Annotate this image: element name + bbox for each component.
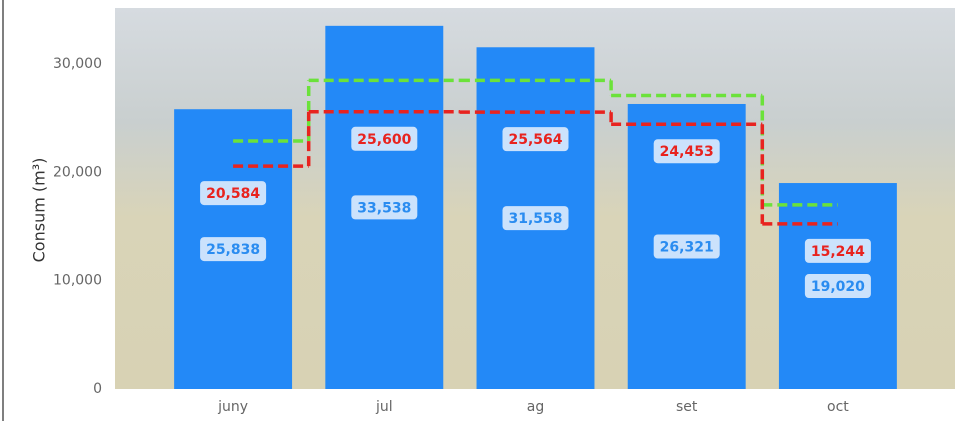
x-tick-label: ag (527, 399, 544, 415)
value-label-box (653, 234, 720, 259)
x-tick-label: juny (217, 399, 248, 415)
x-tick-label: jul (375, 399, 393, 415)
value-label-box (200, 181, 267, 206)
value-label: 33,538 (357, 200, 411, 216)
value-label-box (653, 139, 720, 164)
value-label-box (804, 238, 871, 263)
value-label-box (200, 237, 267, 262)
x-tick-label: oct (827, 399, 849, 415)
value-label: 26,321 (660, 239, 714, 255)
y-tick-label: 20,000 (53, 164, 102, 180)
value-label: 24,453 (660, 144, 714, 160)
value-label-box (351, 126, 418, 151)
y-axis-title: Consum (m³) (30, 158, 49, 263)
value-label: 15,244 (811, 244, 865, 260)
value-label: 25,564 (508, 132, 562, 148)
value-label: 25,838 (206, 242, 260, 258)
value-label: 31,558 (508, 211, 562, 227)
y-tick-label: 30,000 (53, 56, 102, 72)
value-label-box (351, 195, 418, 220)
value-label-box (502, 127, 569, 152)
value-label: 19,020 (811, 279, 865, 295)
value-label: 25,600 (357, 132, 411, 148)
value-label: 20,584 (206, 186, 260, 202)
y-tick-label: 0 (93, 381, 102, 397)
y-tick-label: 10,000 (53, 273, 102, 289)
value-label-box (804, 274, 871, 299)
x-tick-label: set (676, 399, 698, 415)
value-label-box (502, 206, 569, 231)
